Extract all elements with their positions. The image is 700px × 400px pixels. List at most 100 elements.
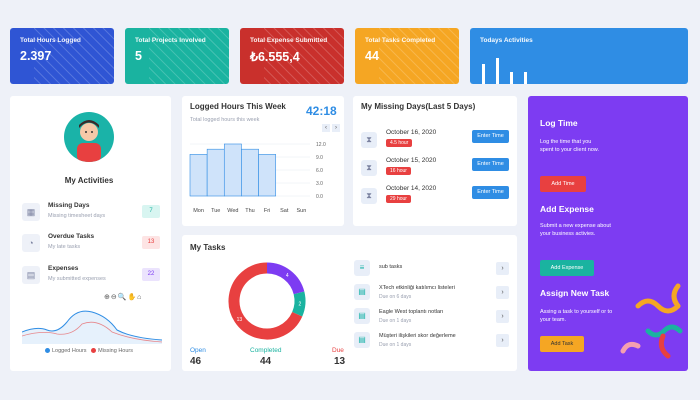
stat-card-hours[interactable]: Total Hours Logged 2.397 [10, 28, 114, 84]
y-tick-label: 9.0 [316, 155, 323, 161]
add-expense-title: Add Expense [540, 204, 594, 214]
x-tick-label: Sun [297, 208, 307, 214]
assign-task-text: Assing a task to yourself or to your tea… [540, 309, 613, 323]
legend-logged: Logged Hours [52, 348, 87, 354]
activities-area-chart [22, 310, 162, 344]
chevron-right-icon[interactable]: › [496, 262, 509, 275]
hourglass-icon: ⧗ [361, 188, 377, 204]
add-time-button[interactable]: Add Time [540, 176, 586, 192]
task-item[interactable]: ▤ XTech etkinliği katılımcı listeleri Du… [354, 284, 509, 308]
activity-item[interactable]: ◔ Overdue Tasks My late tasks 13 [22, 231, 160, 255]
assign-task-title: Assign New Task [540, 288, 610, 298]
activity-subtitle: My submitted expenses [48, 276, 106, 282]
log-time-title: Log Time [540, 118, 578, 128]
stat-label: Total Projects Involved [135, 37, 206, 44]
missing-hours-badge: 29 hour [386, 195, 411, 203]
card-pattern [34, 28, 114, 84]
task-title: Müşteri ilişkileri skor değerleme [379, 333, 456, 339]
hours-bar [241, 148, 259, 197]
donut-label: 13 [237, 317, 243, 323]
task-item[interactable]: ▤ Eagle West toplantı notları Due on 1 d… [354, 308, 509, 332]
add-expense-button[interactable]: Add Expense [540, 260, 594, 276]
my-tasks-title: My Tasks [190, 243, 226, 252]
decorative-squiggles [620, 283, 683, 359]
log-time-text: Log the time that you spent to your clie… [540, 139, 600, 153]
y-tick-label: 6.0 [316, 168, 323, 174]
activity-item[interactable]: ▦ Missing Days Missing timesheet days 7 [22, 200, 160, 224]
x-tick-label: Tue [211, 208, 220, 214]
chart-toolbar[interactable]: ⊕⊖🔍✋⌂ [104, 294, 143, 301]
stat-card-expense[interactable]: Total Expense Submitted ₺6.555,4 [240, 28, 344, 84]
tasks-donut-chart: 4 2 13 [228, 262, 306, 340]
task-doc-icon: ▤ [354, 284, 370, 300]
activity-title: Overdue Tasks [48, 233, 95, 240]
stat-label: Total Expense Submitted [250, 37, 328, 44]
activity-subtitle: Missing timesheet days [48, 213, 106, 219]
task-title: Eagle West toplantı notları [379, 309, 444, 315]
add-expense-text: Submit a new expense about your business… [540, 223, 611, 237]
donut-label: 2 [298, 302, 301, 308]
activity-title: Missing Days [48, 202, 90, 209]
hours-bar [258, 154, 277, 197]
due-value: 13 [334, 356, 346, 367]
chevron-right-icon[interactable]: › [496, 310, 509, 323]
donut-slice [266, 262, 305, 295]
donut-label: 4 [286, 273, 289, 279]
clock-icon: ◔ [22, 234, 40, 252]
stat-value: 2.397 [20, 49, 52, 63]
stat-value: 5 [135, 49, 142, 63]
activity-bar [496, 58, 499, 84]
due-label: Due [332, 347, 344, 354]
activity-title: Expenses [48, 265, 79, 272]
add-task-button[interactable]: Add Task [540, 336, 584, 352]
user-avatar-icon [77, 120, 101, 162]
receipt-icon: ▤ [22, 266, 40, 284]
missing-days-title: My Missing Days(Last 5 Days) [361, 102, 476, 111]
donut-slice [228, 262, 303, 340]
logged-hours-area [22, 311, 162, 344]
open-value: 46 [190, 356, 202, 367]
calendar-icon: ▦ [22, 203, 40, 221]
y-tick-label: 12.0 [316, 142, 326, 148]
activity-badge: 7 [142, 205, 160, 218]
x-tick-label: Mon [193, 208, 204, 214]
enter-time-button[interactable]: Enter Time [472, 130, 509, 143]
task-list-icon: ≡ [354, 260, 370, 276]
activity-bar [510, 72, 513, 84]
stat-value: ₺6.555,4 [250, 50, 300, 64]
enter-time-button[interactable]: Enter Time [472, 186, 509, 199]
stat-card-activities[interactable]: Todays Activities [470, 28, 688, 84]
activity-bar [482, 64, 485, 84]
missing-day-date: October 14, 2020 [386, 185, 437, 192]
task-due: Due on 6 days [379, 294, 412, 300]
task-item[interactable]: ≡ sub tasks › [354, 260, 509, 284]
hours-bar [223, 143, 242, 197]
completed-label: Completed [250, 347, 282, 354]
hourglass-icon: ⧗ [361, 160, 377, 176]
activity-badge: 13 [142, 236, 160, 249]
activity-item[interactable]: ▤ Expenses My submitted expenses 22 [22, 263, 160, 287]
chevron-right-icon[interactable]: › [496, 286, 509, 299]
x-tick-label: Wed [227, 208, 238, 214]
missing-day-date: October 16, 2020 [386, 129, 437, 136]
enter-time-button[interactable]: Enter Time [472, 158, 509, 171]
task-item[interactable]: ▤ Müşteri ilişkileri skor değerleme Due … [354, 332, 509, 356]
logged-hours-line [22, 310, 162, 341]
chart-prev-button[interactable]: ‹ [322, 124, 330, 132]
hours-bar [206, 148, 225, 197]
activity-bar [524, 72, 527, 84]
stat-card-tasks[interactable]: Total Tasks Completed 44 [355, 28, 459, 84]
logged-hours-subtitle: Total logged hours this week [190, 117, 260, 123]
stat-card-projects[interactable]: Total Projects Involved 5 [125, 28, 229, 84]
logged-hours-chart: 12.0 9.0 6.0 3.0 0.0 Mon Tue Wed Thu Fri Sat Sun [189, 142, 326, 214]
stat-label: Total Tasks Completed [365, 37, 436, 44]
stat-label: Todays Activities [480, 37, 533, 44]
activity-subtitle: My late tasks [48, 244, 81, 250]
chart-next-button[interactable]: › [332, 124, 340, 132]
chart-legend: Logged Hours Missing Hours [10, 348, 168, 354]
legend-dot [45, 348, 50, 354]
missing-hours-badge: 4.5 hour [386, 139, 413, 147]
chevron-right-icon[interactable]: › [496, 334, 509, 347]
task-due: Due on 1 days [379, 342, 412, 348]
missing-day-row: ⧗ October 14, 2020 29 hour Enter Time [361, 184, 509, 212]
